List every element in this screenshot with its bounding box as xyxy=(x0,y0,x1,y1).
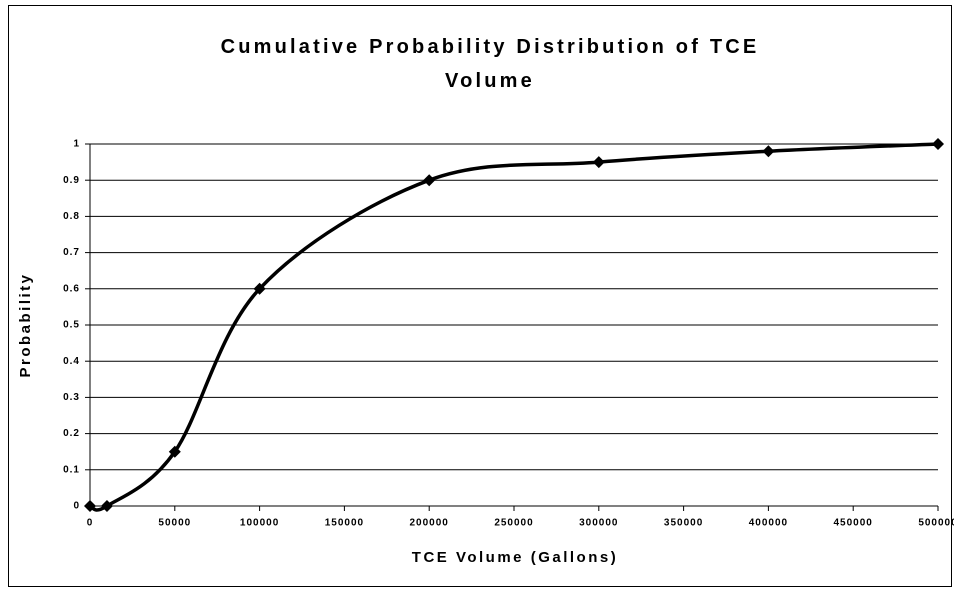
y-tick-label: 0.7 xyxy=(63,247,80,258)
marker xyxy=(100,500,113,512)
x-tick-label: 450000 xyxy=(834,518,873,529)
y-tick-label: 0.4 xyxy=(63,356,80,367)
chart-frame xyxy=(8,5,952,587)
marker xyxy=(253,282,266,295)
y-tick-label: 0.1 xyxy=(63,464,80,475)
x-tick-label: 400000 xyxy=(749,518,788,529)
x-tick-label: 50000 xyxy=(158,518,191,529)
x-tick-label: 300000 xyxy=(579,518,618,529)
marker xyxy=(932,138,944,150)
x-tick-label: 100000 xyxy=(240,518,279,529)
y-tick-label: 0.6 xyxy=(63,283,80,294)
y-tick-label: 0.5 xyxy=(63,320,80,331)
x-tick-label: 150000 xyxy=(325,518,364,529)
x-axis-title: TCE Volume (Gallons) xyxy=(412,549,618,566)
x-tick-label: 0 xyxy=(87,518,94,529)
y-tick-label: 0.9 xyxy=(63,175,80,186)
x-tick-label: 500000 xyxy=(918,518,954,529)
marker xyxy=(168,445,181,458)
marker xyxy=(423,174,436,187)
marker xyxy=(762,145,775,158)
y-tick-label: 1 xyxy=(73,139,80,150)
x-tick-label: 200000 xyxy=(410,518,449,529)
y-axis-title: Probability xyxy=(17,272,34,377)
y-tick-label: 0.2 xyxy=(63,428,80,439)
marker xyxy=(592,156,605,169)
y-tick-label: 0.3 xyxy=(63,392,80,403)
chart-title: Cumulative Probability Distribution of T… xyxy=(220,36,760,92)
line xyxy=(89,142,939,512)
x-tick-label: 350000 xyxy=(664,518,703,529)
y-tick-label: 0 xyxy=(73,501,80,512)
x-tick-label: 250000 xyxy=(494,518,533,529)
y-tick-label: 0.8 xyxy=(63,211,80,222)
marker xyxy=(84,500,96,512)
